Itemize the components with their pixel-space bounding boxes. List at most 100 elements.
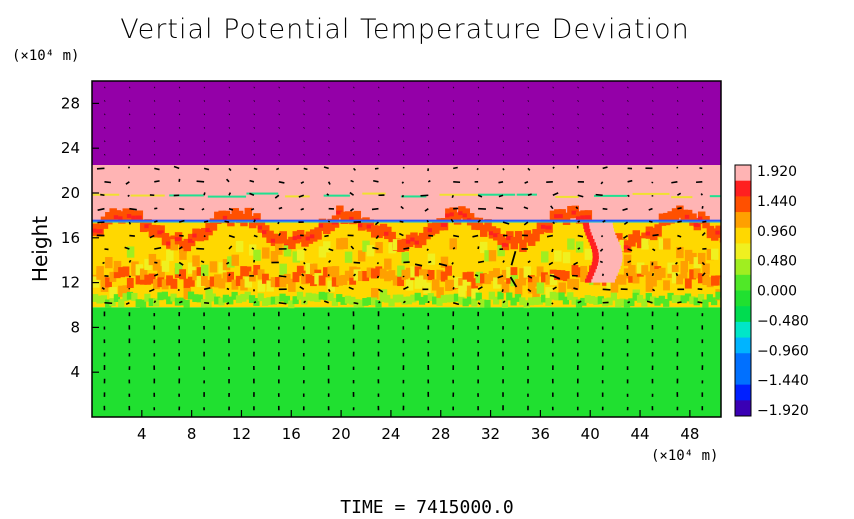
turbulence-patch — [418, 296, 426, 305]
turbulence-patch — [610, 292, 617, 301]
turbulence-patch — [466, 296, 474, 305]
wind-vector — [350, 179, 354, 183]
turbulence-patch — [641, 238, 649, 250]
wind-vector — [177, 288, 180, 292]
turbulence-patch — [192, 233, 199, 238]
turbulence-patch — [623, 245, 631, 250]
wind-vector — [677, 301, 682, 304]
turbulence-patch — [279, 277, 287, 288]
colorbar-swatch — [735, 196, 751, 213]
convective-plume — [595, 265, 621, 270]
turbulence-patch — [663, 298, 670, 307]
convective-plume — [588, 238, 595, 243]
turbulence-patch — [475, 217, 484, 231]
colorbar-swatch — [735, 306, 751, 323]
turbulence-patch — [327, 293, 334, 302]
turbulence-patch — [126, 214, 134, 218]
turbulence-patch — [549, 273, 558, 286]
turbulence-patch — [493, 296, 500, 305]
turbulence-patch — [423, 282, 431, 294]
turbulence-patch — [506, 266, 514, 279]
wind-vector — [226, 178, 230, 183]
wind-vector — [652, 288, 656, 292]
wind-vector — [154, 180, 160, 183]
turbulence-patch — [179, 240, 187, 254]
turbulence-patch — [506, 273, 513, 284]
turbulence-patch — [266, 297, 273, 306]
convective-plume — [596, 261, 622, 266]
turbulence-patch — [96, 266, 104, 278]
turbulence-patch — [449, 212, 456, 217]
wind-vector — [677, 220, 682, 223]
wind-vector — [251, 247, 255, 250]
wind-vector — [301, 273, 305, 277]
convective-plume — [590, 231, 616, 236]
wind-vector — [573, 287, 578, 291]
turbulence-patch — [262, 230, 269, 235]
turbulence-patch — [658, 238, 667, 250]
y-tick-label: 4 — [70, 363, 80, 381]
wind-vector — [203, 192, 206, 196]
turbulence-patch — [436, 269, 444, 280]
turbulence-patch — [235, 210, 244, 224]
turbulence-patch — [192, 255, 200, 267]
turbulence-patch — [327, 218, 335, 232]
turbulence-patch — [279, 231, 287, 244]
wind-vector — [201, 207, 205, 211]
turbulence-patch — [296, 265, 304, 276]
turbulence-patch — [575, 267, 583, 278]
turbulence-patch — [187, 291, 195, 300]
wind-vector — [278, 301, 287, 305]
turbulence-patch — [575, 299, 583, 308]
turbulence-patch — [645, 271, 653, 282]
turbulence-patch — [244, 276, 253, 288]
turbulence-patch — [615, 299, 622, 307]
wind-vector — [701, 261, 706, 266]
turbulence-patch — [410, 294, 417, 303]
turbulence-patch — [139, 219, 148, 233]
turbulence-patch — [353, 269, 362, 281]
turbulence-patch — [397, 265, 405, 277]
convective-plume — [597, 255, 623, 260]
wind-vector — [498, 181, 504, 184]
wind-vector — [173, 165, 180, 170]
wind-vector — [324, 234, 329, 238]
turbulence-patch — [676, 295, 683, 303]
convective-plume — [597, 251, 623, 256]
turbulence-patch — [580, 215, 587, 220]
turbulence-patch — [654, 224, 662, 237]
thin-streak — [169, 194, 204, 197]
turbulence-patch — [118, 285, 126, 297]
turbulence-patch — [100, 280, 109, 292]
turbulence-patch — [493, 268, 500, 279]
turbulence-patch — [475, 271, 484, 283]
wind-vector — [595, 193, 603, 197]
turbulence-patch — [488, 291, 495, 300]
colorbar-swatch — [735, 400, 751, 417]
turbulence-patch — [388, 242, 396, 254]
turbulence-patch — [619, 298, 626, 307]
turbulence-patch — [606, 277, 614, 289]
turbulence-patch — [554, 214, 561, 219]
wind-vector — [551, 302, 554, 305]
turbulence-patch — [488, 231, 495, 236]
turbulence-patch — [715, 291, 721, 300]
convective-plume — [593, 238, 619, 243]
wind-vector — [226, 302, 230, 305]
turbulence-patch — [571, 296, 578, 305]
wind-vector — [154, 246, 162, 250]
turbulence-patch — [593, 297, 600, 305]
thin-streak — [593, 194, 628, 197]
turbulence-patch — [449, 238, 457, 250]
wind-vector — [652, 248, 656, 252]
convective-plume — [594, 241, 620, 246]
turbulence-patch — [663, 238, 671, 250]
turbulence-patch — [179, 248, 187, 260]
plot-frame — [91, 80, 722, 418]
turbulence-patch — [196, 275, 205, 288]
wind-vector — [350, 245, 355, 250]
turbulence-patch — [131, 292, 138, 301]
wind-vector — [153, 273, 159, 277]
wind-vector — [453, 166, 458, 170]
turbulence-patch — [240, 266, 248, 277]
